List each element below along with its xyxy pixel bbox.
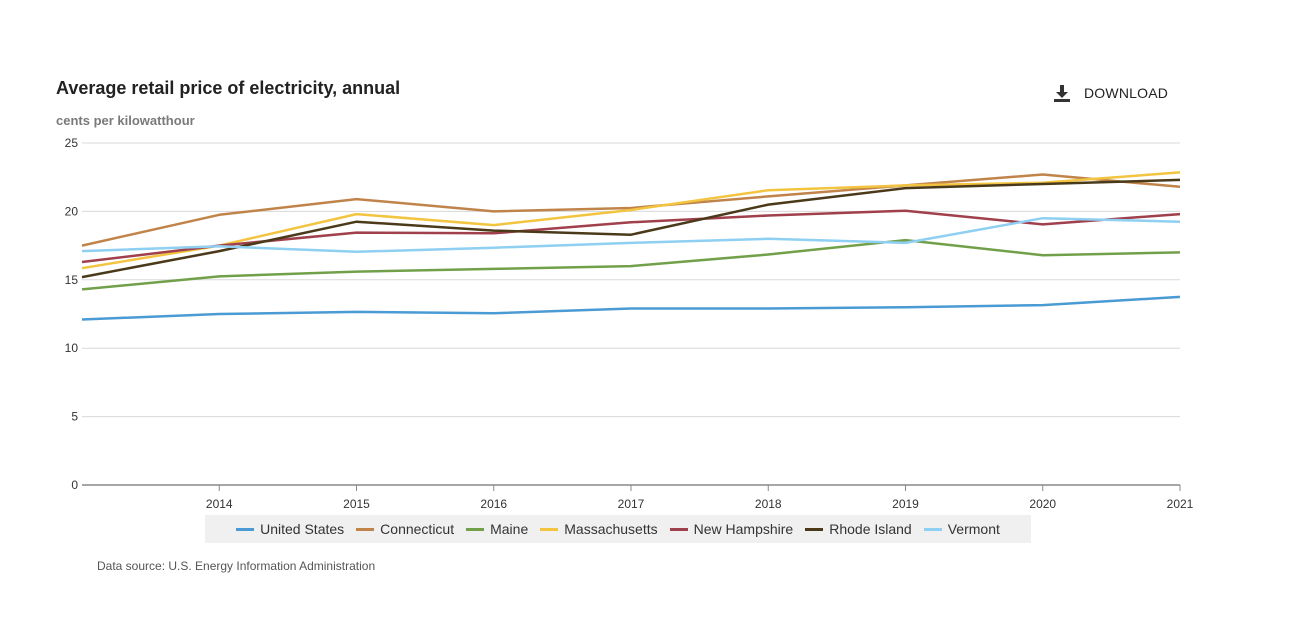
chart-legend: United States Connecticut Maine Massachuset… [205,515,1031,543]
x-axis: 2014 2015 2016 2017 2018 2019 2020 2021 [206,485,1194,511]
series-lines [81,171,1181,321]
x-tick-label: 2019 [892,497,919,511]
series-line-rhode-island[interactable] [81,178,1181,279]
legend-label: New Hampshire [693,521,794,537]
legend-item-maine[interactable]: Maine [466,521,528,537]
y-tick-label: 5 [71,410,78,424]
series-line-vermont[interactable] [81,216,1181,254]
legend-swatch [466,527,485,531]
series-line-new-hampshire[interactable] [81,209,1181,264]
y-tick-label: 15 [65,273,79,287]
series-line-maine[interactable] [81,238,1181,291]
legend-label: Maine [490,521,529,537]
x-tick-label: 2017 [618,497,645,511]
y-tick-label: 20 [65,204,79,218]
series-line-united-states[interactable] [81,295,1181,321]
x-tick-label: 2020 [1029,497,1056,511]
x-tick-label: 2015 [343,497,370,511]
legend-label: Massachusetts [564,521,658,537]
legend-item-rhode-island[interactable]: Rhode Island [805,521,912,537]
legend-label: Connecticut [380,521,455,537]
download-button[interactable]: DOWNLOAD [1052,83,1168,103]
download-icon [1052,83,1072,103]
download-label: DOWNLOAD [1084,85,1169,101]
legend-label: United States [260,521,345,537]
y-tick-label: 0 [71,478,78,492]
data-source-note: Data source: U.S. Energy Information Adm… [97,559,376,573]
legend-swatch [356,527,375,531]
y-tick-label: 10 [65,341,79,355]
legend-swatch [669,527,688,531]
y-axis-ticks: 0 5 10 15 20 25 [65,136,79,492]
y-tick-label: 25 [65,136,79,150]
legend-swatch [236,527,255,531]
grid-lines [82,142,1180,486]
legend-swatch [923,527,942,531]
legend-swatch [540,527,559,531]
legend-item-united-states[interactable]: United States [236,521,344,537]
chart-title: Average retail price of electricity, ann… [56,78,401,98]
series-line-massachusetts[interactable] [81,171,1181,270]
x-tick-label: 2014 [206,497,233,511]
x-tick-label: 2021 [1167,497,1194,511]
legend-label: Rhode Island [829,521,912,537]
x-tick-label: 2018 [755,497,782,511]
legend-item-vermont[interactable]: Vermont [923,521,1000,537]
legend-label: Vermont [947,521,1000,537]
legend-swatch [805,527,824,531]
legend-item-new-hampshire[interactable]: New Hampshire [669,521,794,537]
legend-item-massachusetts[interactable]: Massachusetts [540,521,658,537]
series-line-connecticut[interactable] [81,173,1181,247]
legend-item-connecticut[interactable]: Connecticut [356,521,454,537]
x-tick-label: 2016 [480,497,507,511]
y-axis-unit-label: cents per kilowatthour [56,113,195,128]
